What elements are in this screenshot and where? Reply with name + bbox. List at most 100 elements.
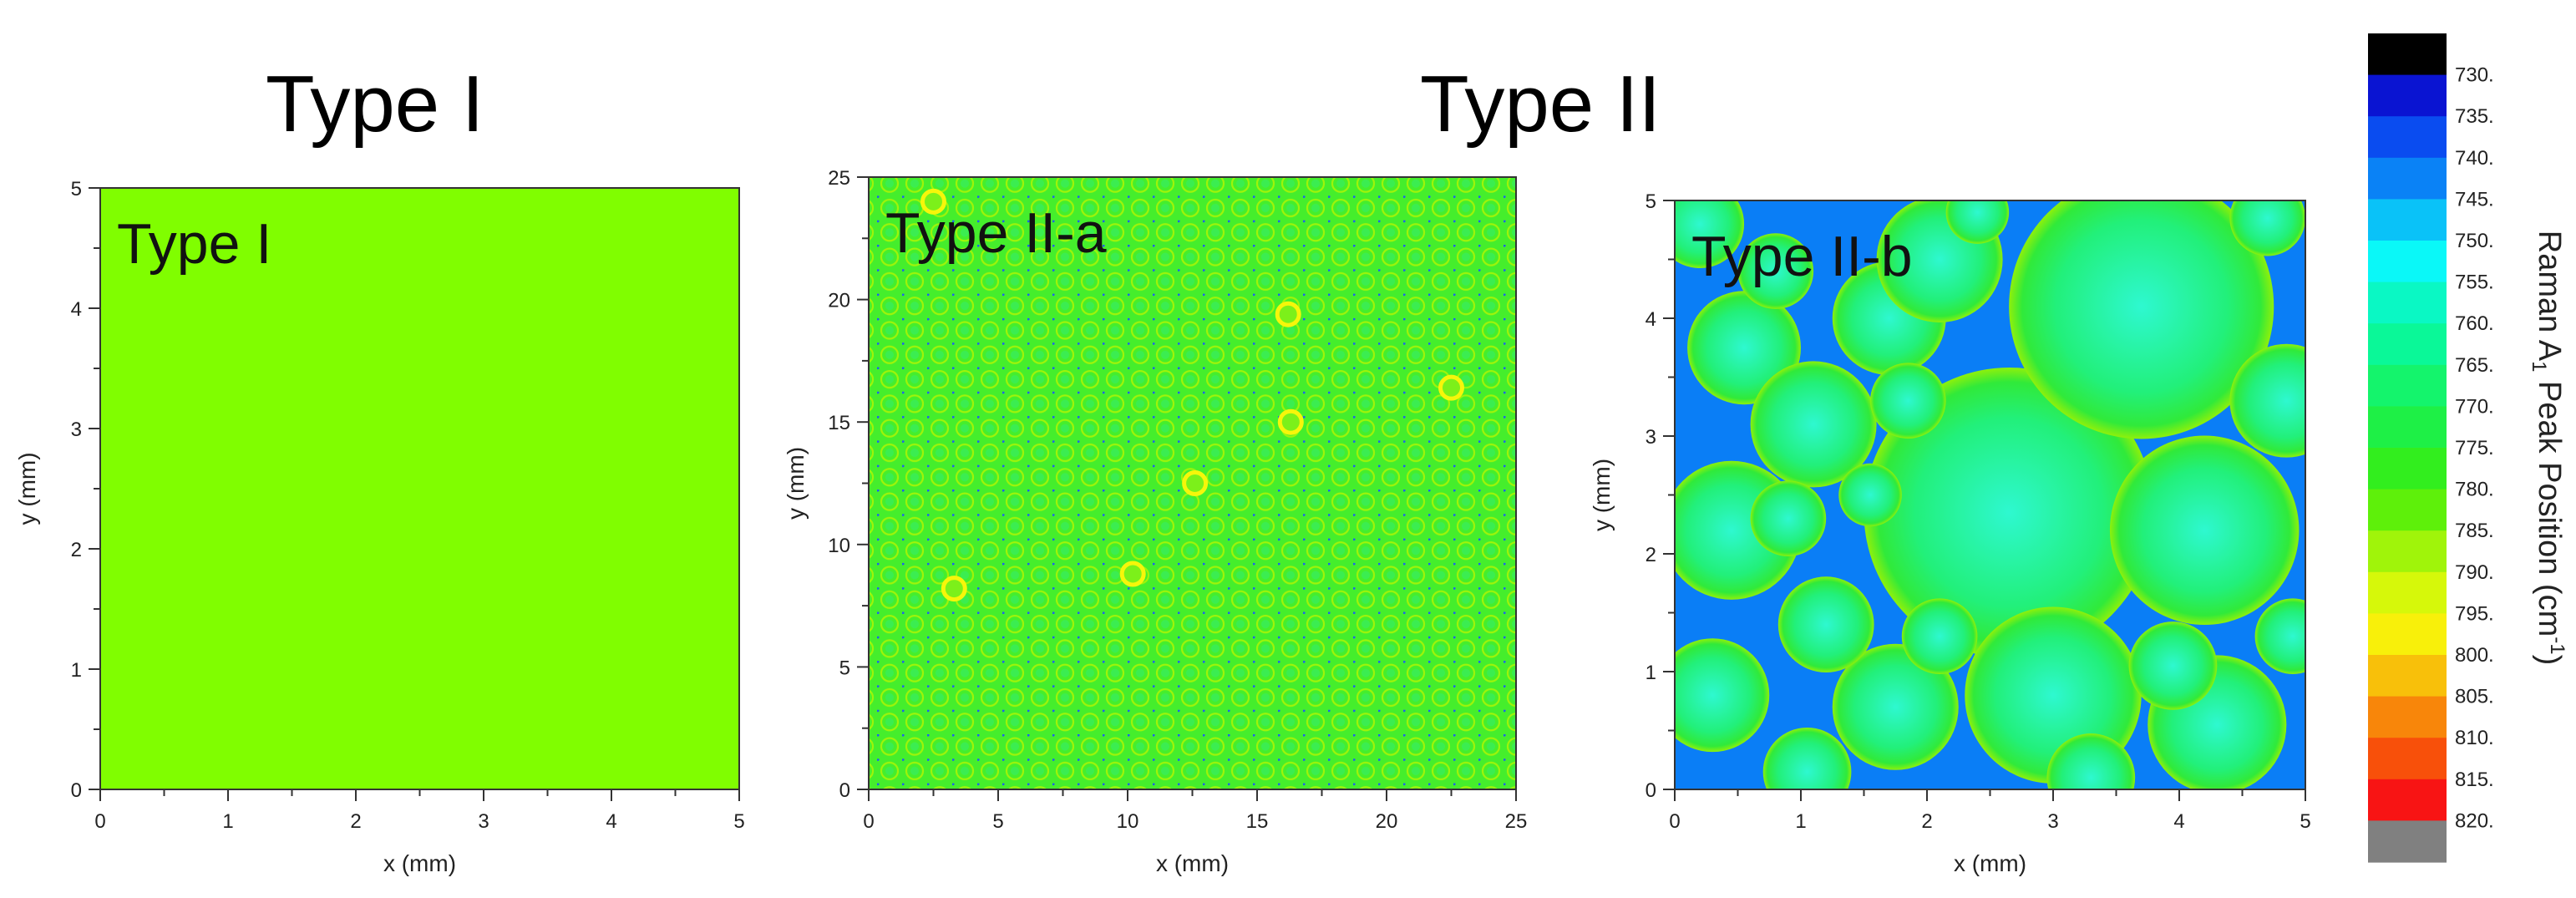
x-axis-label: x (mm) [1954, 850, 2026, 876]
x-tick-label: 3 [2047, 810, 2058, 833]
x-tick-label: 10 [1117, 810, 1139, 833]
particle-25 [2046, 733, 2136, 789]
y-tick-label: 0 [71, 779, 82, 802]
colorbar-label: 735. [2455, 105, 2494, 128]
x-tick-label: 1 [222, 810, 233, 833]
particle-5 [1832, 643, 1959, 770]
y-tick-label: 5 [839, 657, 850, 679]
colorbar-segment [2368, 364, 2447, 407]
colorbar-segment [2368, 448, 2447, 490]
colorbar-label: 790. [2455, 561, 2494, 584]
particle-24 [1901, 598, 1978, 674]
particle-20 [2254, 598, 2305, 674]
colorbar-segment [2368, 116, 2447, 159]
colorbar-label: 740. [2455, 147, 2494, 170]
particle-18 [1750, 480, 1827, 556]
y-tick-label: 20 [828, 290, 850, 312]
uniform-map [100, 188, 739, 789]
colorbar-segment [2368, 820, 2447, 863]
colorbar-segment [2368, 323, 2447, 366]
colorbar-label: 755. [2455, 271, 2494, 294]
y-tick-label: 5 [1645, 190, 1656, 213]
heatmap-panel-1: 0 1 2 3 4 5 0 1 2 3 4 5 x (mm) y (mm) Type I [14, 178, 745, 876]
y-tick-label: 2 [1645, 544, 1656, 566]
x-tick-label: 3 [478, 810, 489, 833]
y-tick-label: 0 [839, 779, 850, 802]
x-tick-label: 2 [350, 810, 361, 833]
y-axis-label: y (mm) [783, 447, 809, 520]
particle-8 [1687, 291, 1801, 405]
particle-14 [1675, 200, 1745, 269]
colorbar-segment [2368, 282, 2447, 324]
x-tick-label: 5 [2300, 810, 2310, 833]
colorbar: 730. 735. 740. 745. 750. 755. 760. 765. 770. 775.… [2368, 33, 2568, 863]
heatmap-panel-2: 0 5 10 15 20 25 0 5 10 15 20 25 x (mm) y (mm) Type II-… [783, 167, 1527, 876]
colorbar-label: 795. [2455, 602, 2494, 625]
x-tick-label: 4 [2173, 810, 2184, 833]
particle-21 [1945, 200, 2010, 244]
colorbar-segment [2368, 696, 2447, 738]
y-tick-label: 4 [1645, 308, 1656, 331]
colorbar-segment [2368, 613, 2447, 656]
colorbar-label: 810. [2455, 727, 2494, 749]
particle-16 [2229, 343, 2305, 458]
y-axis-label: y (mm) [1589, 459, 1615, 531]
colorbar-label: 770. [2455, 395, 2494, 418]
particle-12 [1777, 576, 1874, 672]
x-tick-label: 0 [94, 810, 105, 833]
y-tick-label: 3 [71, 419, 82, 441]
particle-23 [1838, 463, 1902, 527]
defect-ring-5 [1275, 301, 1301, 327]
heatmap-panel-3: 0 1 2 3 4 5 0 1 2 3 4 5 x (mm) y (mm) Type II-b [1589, 190, 2311, 876]
colorbar-label: 765. [2455, 354, 2494, 377]
colorbar-label: 820. [2455, 809, 2494, 832]
panel-label: Type I [117, 212, 271, 276]
colorbar-segment [2368, 199, 2447, 241]
y-tick-label: 1 [1645, 662, 1656, 684]
y-tick-label: 4 [71, 298, 82, 321]
y-tick-label: 0 [1645, 779, 1656, 802]
y-axis-label: y (mm) [14, 452, 40, 525]
x-tick-label: 20 [1376, 810, 1398, 833]
colorbar-label: 730. [2455, 64, 2494, 87]
colorbar-label: 745. [2455, 188, 2494, 211]
colorbar-label: 780. [2455, 479, 2494, 501]
colorbar-segment [2368, 779, 2447, 821]
header-type-i: Type I [266, 59, 484, 149]
colorbar-label: 785. [2455, 520, 2494, 542]
x-tick-label: 25 [1505, 810, 1528, 833]
colorbar-segment [2368, 406, 2447, 449]
particle-26 [2229, 200, 2305, 256]
colorbar-label: 815. [2455, 769, 2494, 791]
particle-22 [1737, 233, 1814, 309]
colorbar-label: 775. [2455, 437, 2494, 459]
y-tick-label: 15 [828, 412, 850, 434]
x-tick-label: 1 [1795, 810, 1806, 833]
particle-9 [1675, 638, 1770, 753]
colorbar-segment [2368, 738, 2447, 780]
colorbar-label: 750. [2455, 230, 2494, 252]
particle-1 [1864, 368, 2154, 658]
y-tick-label: 3 [1645, 426, 1656, 449]
panel-label: Type II-b [1691, 225, 1913, 288]
x-tick-label: 0 [1669, 810, 1680, 833]
particle-10 [1750, 361, 1877, 488]
colorbar-segment [2368, 241, 2447, 283]
x-tick-label: 15 [1246, 810, 1269, 833]
defect-ring-2 [941, 576, 967, 602]
y-tick-label: 2 [71, 539, 82, 561]
colorbar-segment [2368, 571, 2447, 614]
colorbar-segment [2368, 157, 2447, 200]
plot-area [100, 188, 739, 789]
y-tick-label: 1 [71, 659, 82, 682]
colorbar-segment [2368, 655, 2447, 698]
defect-ring-7 [1438, 374, 1464, 401]
colorbar-segment [2368, 33, 2447, 76]
colorbar-segment [2368, 489, 2447, 531]
x-axis-label: x (mm) [383, 850, 456, 876]
defect-ring-4 [1182, 470, 1209, 496]
colorbar-label: 805. [2455, 686, 2494, 708]
x-axis-label: x (mm) [1156, 850, 1229, 876]
x-tick-label: 2 [1921, 810, 1932, 833]
colorbar-label: 800. [2455, 644, 2494, 667]
